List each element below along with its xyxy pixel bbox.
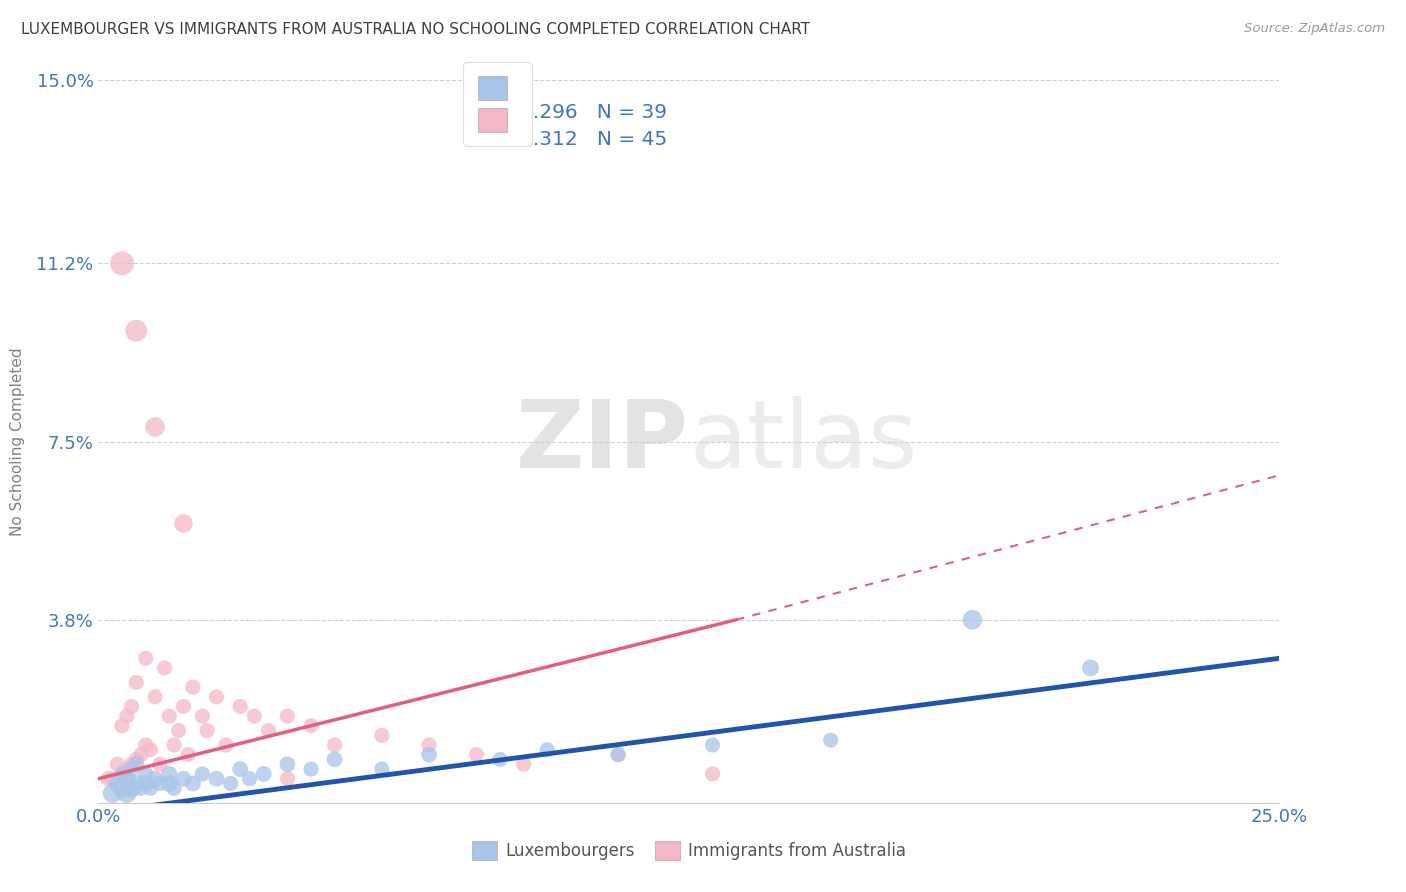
Point — [149, 757, 172, 772]
Point — [157, 767, 180, 781]
Point — [111, 256, 134, 270]
Point — [163, 738, 186, 752]
Point — [125, 776, 148, 790]
Point — [135, 776, 157, 790]
Point — [323, 752, 346, 766]
Point — [276, 772, 298, 786]
Point — [125, 752, 148, 766]
Point — [101, 772, 124, 786]
Point — [149, 776, 172, 790]
Point — [157, 776, 180, 790]
Point — [418, 747, 440, 762]
Point — [962, 613, 984, 627]
Point — [465, 747, 488, 762]
Point — [418, 738, 440, 752]
Point — [121, 762, 143, 776]
Point — [143, 772, 166, 786]
Text: R =  0.312   N = 45: R = 0.312 N = 45 — [471, 130, 668, 149]
Text: atlas: atlas — [689, 395, 917, 488]
Point — [536, 743, 558, 757]
Point — [157, 709, 180, 723]
Point — [115, 762, 138, 776]
Point — [181, 776, 204, 790]
Point — [323, 738, 346, 752]
Point — [299, 719, 322, 733]
Point — [163, 781, 186, 796]
Point — [489, 752, 512, 766]
Point — [153, 661, 176, 675]
Point — [299, 762, 322, 776]
Point — [129, 781, 152, 796]
Point — [607, 747, 630, 762]
Point — [115, 709, 138, 723]
Point — [125, 675, 148, 690]
Point — [101, 786, 124, 800]
Point — [215, 738, 238, 752]
Point — [143, 690, 166, 704]
Point — [172, 699, 194, 714]
Point — [111, 767, 134, 781]
Point — [205, 690, 228, 704]
Point — [239, 772, 262, 786]
Point — [121, 757, 143, 772]
Point — [115, 786, 138, 800]
Text: ZIP: ZIP — [516, 395, 689, 488]
Point — [243, 709, 266, 723]
Point — [111, 781, 134, 796]
Point — [257, 723, 280, 738]
Point — [253, 767, 276, 781]
Point — [371, 762, 394, 776]
Point — [195, 723, 218, 738]
Point — [111, 719, 134, 733]
Point — [111, 767, 134, 781]
Text: Source: ZipAtlas.com: Source: ZipAtlas.com — [1244, 22, 1385, 36]
Point — [219, 776, 242, 790]
Point — [172, 516, 194, 531]
Point — [191, 709, 214, 723]
Point — [177, 747, 200, 762]
Point — [105, 776, 128, 790]
Text: R =  0.296   N = 39: R = 0.296 N = 39 — [471, 103, 668, 122]
Point — [371, 728, 394, 742]
Point — [105, 757, 128, 772]
Point — [135, 651, 157, 665]
Point — [172, 772, 194, 786]
Point — [205, 772, 228, 786]
Point — [276, 757, 298, 772]
Point — [1080, 661, 1102, 675]
Point — [139, 781, 162, 796]
Point — [229, 762, 252, 776]
Point — [276, 709, 298, 723]
Point — [97, 772, 120, 786]
Point — [139, 743, 162, 757]
Point — [167, 723, 190, 738]
Point — [607, 747, 630, 762]
Point — [115, 772, 138, 786]
Point — [125, 324, 148, 338]
Point — [125, 757, 148, 772]
Point — [121, 699, 143, 714]
Y-axis label: No Schooling Completed: No Schooling Completed — [10, 347, 25, 536]
Point — [820, 733, 842, 747]
Point — [702, 738, 724, 752]
Point — [121, 781, 143, 796]
Point — [512, 757, 534, 772]
Point — [229, 699, 252, 714]
Point — [191, 767, 214, 781]
Point — [143, 420, 166, 434]
Point — [135, 767, 157, 781]
Legend: Luxembourgers, Immigrants from Australia: Luxembourgers, Immigrants from Australia — [465, 835, 912, 867]
Point — [135, 738, 157, 752]
Point — [702, 767, 724, 781]
Point — [181, 680, 204, 694]
Point — [129, 747, 152, 762]
Text: LUXEMBOURGER VS IMMIGRANTS FROM AUSTRALIA NO SCHOOLING COMPLETED CORRELATION CHA: LUXEMBOURGER VS IMMIGRANTS FROM AUSTRALI… — [21, 22, 810, 37]
